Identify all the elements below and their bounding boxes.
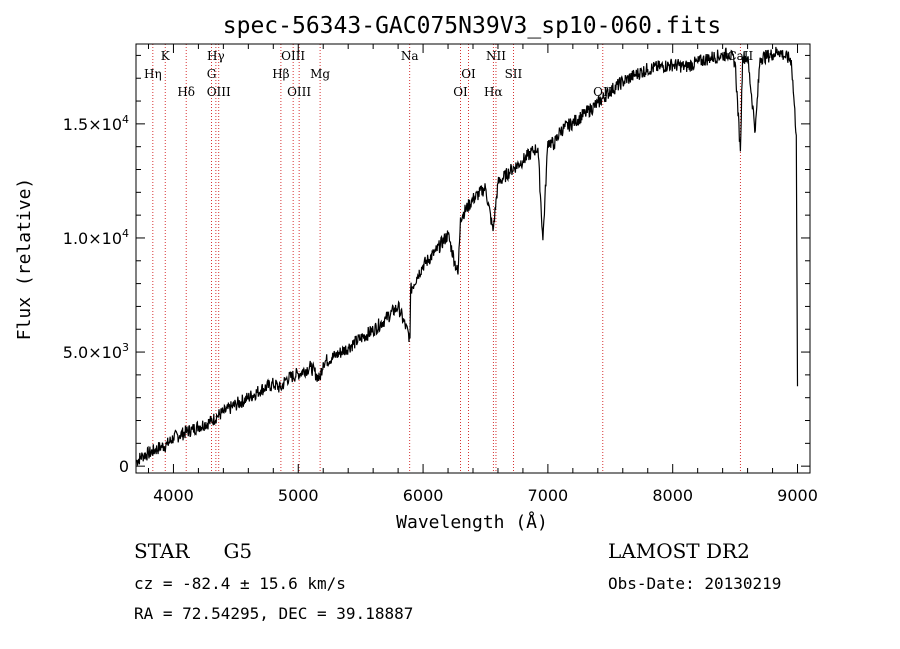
line-label-7: Hβ [272,67,289,81]
line-label-1: K [161,49,171,63]
x-tick-label-2: 6000 [403,486,444,505]
x-axis-label: Wavelength (Å) [396,511,548,533]
line-label-5: OIII [207,85,231,99]
line-label-13: NII [486,49,506,63]
line-label-15: Hα [484,85,503,99]
survey-name: LAMOST DR2 [608,539,750,563]
x-axis: 4000 5000 6000 7000 8000 9000 [147,44,818,505]
y-tick-label-0: 0 [119,457,129,476]
coordinates-info: RA = 72.54295, DEC = 39.18887 [134,604,414,623]
y-axis-label: Flux (relative) [14,178,35,341]
y-tick-label-3: 1.5×104 [63,113,129,134]
y-tick-label-2: 1.0×104 [63,227,129,248]
chart-title: spec-56343-GAC075N39V3_sp10-060.fits [223,13,722,39]
y-axis: 0 5.0×103 1.0×104 1.5×104 [63,54,810,476]
line-label-3: Hγ [207,49,225,63]
line-label-0: Hη [144,67,162,81]
line-label-9: Mg [310,67,330,81]
line-label-2: Hδ [177,85,195,99]
line-label-4: G [207,67,217,81]
object-class: STAR G5 [134,539,252,563]
spectrum-line [135,46,799,466]
y-tick-label-1: 5.0×103 [63,341,129,362]
x-tick-label-1: 5000 [278,486,319,505]
object-class-value: STAR [134,539,190,563]
line-label-6: OIII [281,49,305,63]
line-label-11: OI [461,67,476,81]
x-tick-label-5: 9000 [777,486,818,505]
subclass-value: G5 [223,539,253,563]
line-label-10: Na [401,49,419,63]
observation-date: Obs-Date: 20130219 [608,574,782,593]
redshift-info: cz = -82.4 ± 15.6 km/s [134,574,346,593]
x-tick-label-4: 8000 [652,486,693,505]
line-label-12: OI [453,85,468,99]
x-tick-label-0: 4000 [153,486,194,505]
line-label-14: SII [505,67,523,81]
line-label-8: OIII [287,85,311,99]
x-tick-label-3: 7000 [528,486,569,505]
